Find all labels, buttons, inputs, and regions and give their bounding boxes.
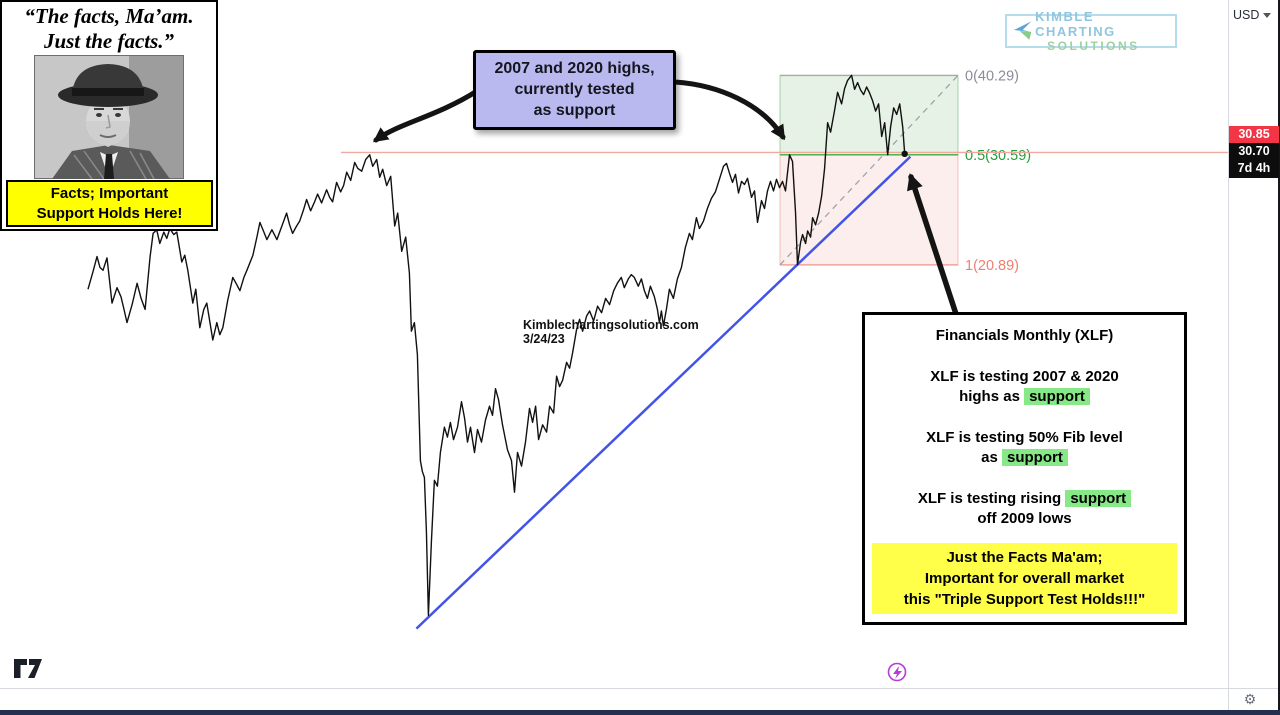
quote-text: “The facts, Ma’am. Just the facts.” — [2, 2, 216, 54]
joe-friday-photo — [33, 54, 185, 184]
panel-p3-highlight: support — [1065, 490, 1132, 507]
window-right-edge — [1278, 0, 1280, 710]
fib-zone-lower[interactable] — [779, 154, 959, 266]
window-bottom-bar — [0, 710, 1280, 715]
facts-note[interactable]: Facts; Important Support Holds Here! — [6, 180, 213, 227]
last-price-value: 30.70 — [1238, 144, 1270, 158]
panel-p3-pre: XLF is testing rising — [917, 490, 1062, 507]
arrow-to-trendline[interactable] — [907, 173, 959, 317]
highs-note[interactable]: 2007 and 2020 highs, currently tested as… — [473, 50, 676, 130]
time-axis[interactable]: 1999200220052008201120142017202020232026… — [0, 688, 1228, 710]
facts-line1: Facts; Important — [50, 185, 169, 202]
commentary-panel[interactable]: Financials Monthly (XLF) XLF is testing … — [862, 312, 1187, 625]
kimble-logo: KIMBLE CHARTING SOLUTIONS — [1005, 9, 1177, 53]
panel-p3-line1: XLF is testing rising support — [865, 489, 1184, 509]
panel-title: Financials Monthly (XLF) — [935, 327, 1114, 344]
highs-note-line3: as support — [533, 102, 616, 119]
currency-label: USD — [1233, 8, 1260, 22]
panel-p1-line1: XLF is testing 2007 & 2020 — [930, 368, 1119, 385]
fib-level-label-0: 0(40.29) — [965, 68, 1019, 84]
time-axis-separator — [0, 688, 1280, 689]
panel-p2-line2: as support — [865, 448, 1184, 468]
panel-footer-line3: this "Triple Support Test Holds!!!" — [903, 591, 1146, 608]
panel-footer-line2: Important for overall market — [924, 570, 1125, 587]
chevron-down-icon — [1263, 13, 1272, 18]
gear-icon[interactable]: ⚙ — [1243, 691, 1257, 707]
kimble-logo-line1: KIMBLE CHARTING — [1035, 9, 1116, 39]
kimble-logo-line2: SOLUTIONS — [1047, 39, 1140, 53]
facts-line2: Support Holds Here! — [36, 205, 183, 222]
fib-level-label-2: 1(20.89) — [965, 258, 1019, 274]
bar-countdown: 7d 4h — [1237, 161, 1271, 175]
last-price-dot — [901, 150, 908, 158]
arrow-to-2020-high[interactable] — [672, 79, 786, 141]
quote-line1: “The facts, Ma’am. — [24, 4, 194, 28]
panel-p1-pre: highs as — [959, 388, 1020, 405]
last-price-label: 30.70 7d 4h — [1229, 143, 1279, 178]
price-line-series[interactable] — [87, 74, 906, 616]
watermark: Kimblechartingsolutions.com 3/24/23 — [523, 318, 699, 346]
highs-note-line2: currently tested — [514, 81, 635, 98]
panel-p1-highlight: support — [1024, 388, 1090, 405]
panel-p3-line2: off 2009 lows — [977, 510, 1072, 527]
kimble-logo-icon — [1013, 21, 1032, 40]
fib-zone-upper[interactable] — [779, 74, 959, 156]
watermark-site: Kimblechartingsolutions.com — [523, 318, 699, 332]
quote-panel: “The facts, Ma’am. Just the facts.” — [0, 0, 218, 231]
fib-level-label-1: 0.5(30.59) — [965, 148, 1031, 164]
panel-footer-line1: Just the Facts Ma'am; — [946, 549, 1103, 566]
currency-dropdown[interactable]: USD — [1233, 8, 1279, 24]
arrow-to-2007-high[interactable] — [372, 88, 480, 143]
quote-line2: Just the facts.” — [43, 29, 175, 53]
panel-p1-line2: highs as support — [865, 387, 1184, 407]
watermark-date: 3/24/23 — [523, 332, 565, 346]
panel-p2-highlight: support — [1002, 449, 1068, 466]
panel-footer: Just the Facts Ma'am; Important for over… — [872, 543, 1177, 614]
lightning-icon[interactable] — [887, 662, 907, 682]
panel-p2-pre: as — [981, 449, 998, 466]
price-axis[interactable]: 42.5036.5024.5021.5018.5015.5013.5012.00… — [1228, 0, 1280, 688]
price-axis-separator — [1228, 0, 1229, 710]
tradingview-logo-icon[interactable] — [14, 659, 42, 678]
highs-note-line1: 2007 and 2020 highs, — [494, 60, 655, 77]
rising-support-trendline[interactable] — [415, 155, 912, 630]
panel-p2-line1: XLF is testing 50% Fib level — [926, 429, 1123, 446]
support-ray-price-label: 30.85 — [1229, 126, 1279, 143]
